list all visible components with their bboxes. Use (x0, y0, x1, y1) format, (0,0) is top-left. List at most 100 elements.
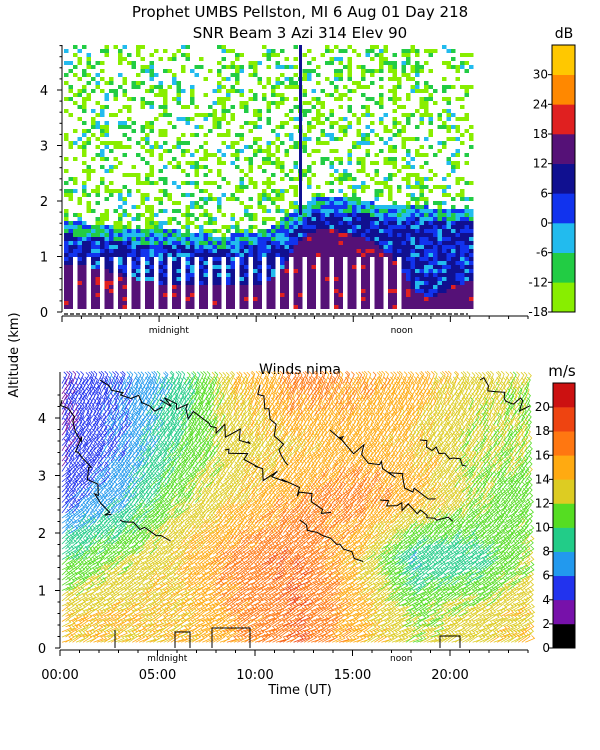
snr-cell (280, 245, 285, 249)
wind-barb (121, 393, 129, 405)
snr-cell (415, 81, 420, 85)
wind-barb (135, 382, 143, 395)
snr-cell (464, 301, 469, 305)
snr-cell (136, 173, 141, 177)
snr-cell (316, 205, 321, 209)
snr-cell (176, 93, 181, 97)
snr-cell (379, 297, 384, 301)
snr-cell (401, 265, 406, 269)
wind-barb (110, 371, 116, 384)
snr-cell (325, 225, 330, 229)
snr-cell (356, 233, 361, 237)
snr-cell (172, 289, 177, 293)
snr-cell (343, 169, 348, 173)
snr-cell (401, 73, 406, 77)
snr-cell (437, 301, 442, 305)
snr-cell (343, 93, 348, 97)
snr-cell (374, 261, 379, 265)
snr-cell (208, 169, 213, 173)
snr-cell (280, 193, 285, 197)
snr-cell (109, 273, 114, 277)
snr-cell (158, 221, 163, 225)
snr-cell (239, 201, 244, 205)
snr-cell (383, 177, 388, 181)
snr-cell (437, 293, 442, 297)
snr-cell (104, 81, 109, 85)
snr-cell (446, 101, 451, 105)
snr-cell (401, 61, 406, 65)
snr-cell (118, 293, 123, 297)
snr-cell (154, 85, 159, 89)
snr-cell (275, 77, 280, 81)
snr-cell (109, 193, 114, 197)
snr-cell (100, 129, 105, 133)
snr-cell (428, 229, 433, 233)
snr-cell (149, 153, 154, 157)
wind-barb (65, 582, 76, 591)
snr-cell (176, 161, 181, 165)
snr-cell (316, 217, 321, 221)
snr-cell (212, 217, 217, 221)
wind-barb (159, 482, 169, 493)
snr-cell (428, 217, 433, 221)
snr-cell (226, 145, 231, 149)
snr-cell (77, 105, 82, 109)
snr-cell (100, 213, 105, 217)
wind-barb (167, 518, 176, 529)
snr-cell (239, 237, 244, 241)
snr-cell (163, 165, 168, 169)
snr-cell (298, 253, 303, 257)
snr-cell (406, 257, 411, 261)
snr-cell (320, 293, 325, 297)
snr-cell (316, 81, 321, 85)
snr-cell (199, 285, 204, 289)
snr-cell (82, 161, 87, 165)
snr-cell (271, 281, 276, 285)
snr-cell (163, 261, 168, 265)
snr-cell (298, 277, 303, 281)
snr-cell (230, 49, 235, 53)
snr-cell (158, 289, 163, 293)
snr-cell (194, 241, 199, 245)
snr-cell (406, 289, 411, 293)
snr-cell (325, 293, 330, 297)
snr-cell (280, 81, 285, 85)
snr-cell (437, 141, 442, 145)
snr-cell (392, 229, 397, 233)
snr-cell (239, 245, 244, 249)
snr-cell (140, 137, 145, 141)
snr-cell (86, 137, 91, 141)
snr-cell (365, 261, 370, 265)
snr-cell (329, 93, 334, 97)
wind-barb (149, 497, 158, 508)
snr-cell (370, 161, 375, 165)
snr-cell (68, 249, 73, 253)
snr-cell (280, 141, 285, 145)
snr-cell (226, 225, 231, 229)
wind-barb (68, 502, 77, 514)
snr-cell (307, 73, 312, 77)
snr-cell (347, 269, 352, 273)
snr-cell (239, 261, 244, 265)
snr-cell (248, 213, 253, 217)
snr-cell (419, 285, 424, 289)
snr-cell (401, 297, 406, 301)
snr-cell (131, 85, 136, 89)
snr-cell (122, 301, 127, 305)
snr-cell (212, 113, 217, 117)
wind-barb (170, 423, 177, 436)
snr-cell (392, 73, 397, 77)
snr-cell (226, 261, 231, 265)
snr-cell (118, 289, 123, 293)
snr-cell (361, 293, 366, 297)
snr-cell (334, 137, 339, 141)
snr-cell (415, 185, 420, 189)
wind-barb (117, 429, 126, 441)
snr-cell (298, 249, 303, 253)
snr-cell (338, 245, 343, 249)
snr-cell (455, 241, 460, 245)
snr-cell (289, 221, 294, 225)
wind-barb (75, 413, 83, 426)
wind-barb (114, 593, 125, 602)
wind-barb (149, 392, 157, 405)
